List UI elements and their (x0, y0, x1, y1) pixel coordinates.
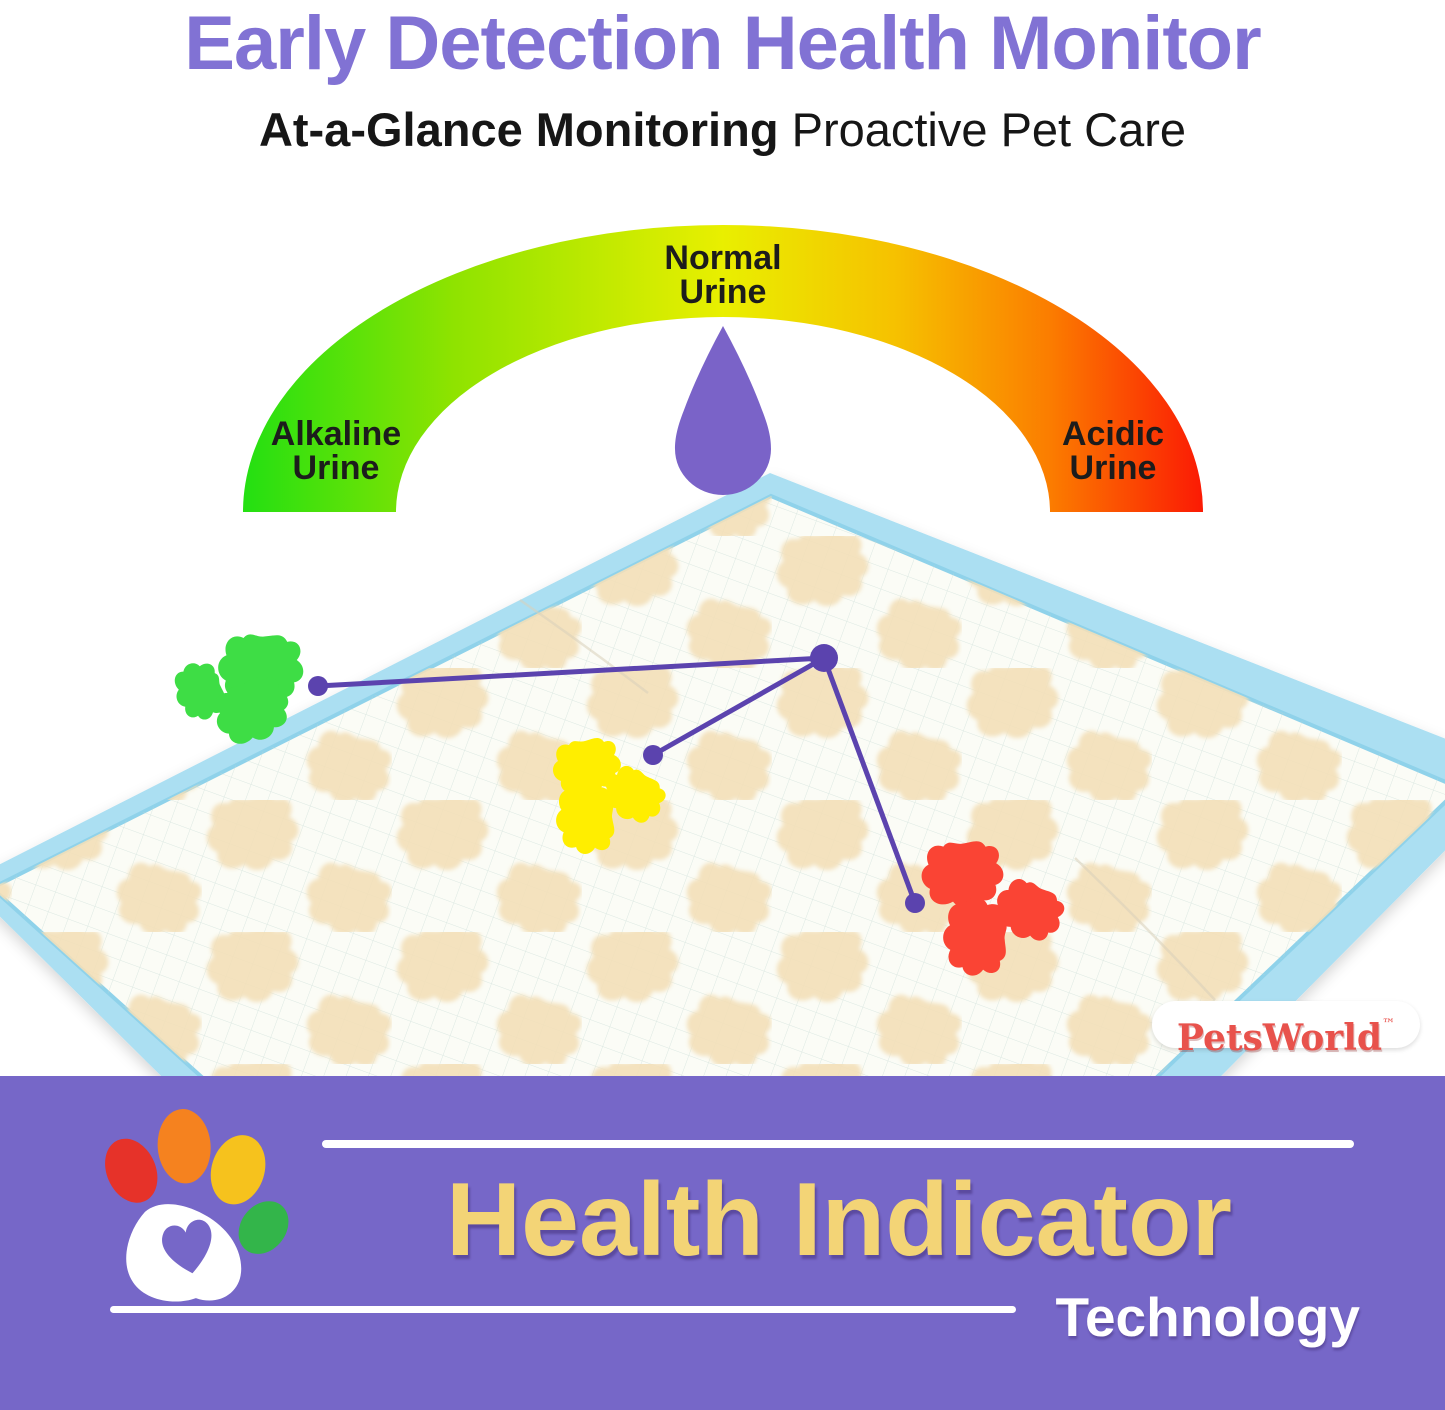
page-title: Early Detection Health Monitor (184, 1, 1261, 86)
banner: Health Indicator Technology (0, 1076, 1445, 1410)
gauge-label-normal-line2: Urine (679, 273, 767, 311)
banner-line-top (322, 1140, 1354, 1148)
paw-toe-orange (157, 1109, 211, 1184)
subtitle-rest: Proactive Pet Care (791, 103, 1187, 156)
connector-dots (308, 644, 925, 913)
gauge-label-normal-line1: Normal (664, 239, 782, 277)
gauge-label-alkaline-line1: Alkaline (270, 415, 402, 453)
brand-name: PetsWorld (1176, 1017, 1383, 1059)
paw-toe-green (238, 1201, 289, 1254)
paw-toe-yellow (210, 1135, 266, 1205)
heart-icon (162, 1219, 212, 1274)
brand-pill: PetsWorld™ (1152, 1001, 1420, 1059)
gauge-label-acidic: Acidic Urine (1003, 417, 1223, 485)
connector-lines (317, 655, 918, 904)
page-subtitle: At-a-Glance Monitoring Proactive Pet Car… (0, 102, 1445, 158)
gauge-label-alkaline: Alkaline Urine (226, 417, 446, 485)
pee-pad-illustration (0, 473, 1445, 1080)
gauge-label-acidic-line1: Acidic (1061, 415, 1165, 453)
gauge-label-normal: Normal Urine (613, 241, 833, 309)
paw-logo-icon (105, 1109, 289, 1302)
banner-subtitle: Technology (1055, 1286, 1360, 1348)
pad-creases (519, 598, 1216, 1001)
brand-trademark: ™ (1382, 1017, 1396, 1032)
subtitle-bold: At-a-Glance Monitoring (258, 103, 779, 156)
banner-line-bottom (110, 1306, 1016, 1313)
paw-toe-red (105, 1138, 158, 1203)
gauge-label-alkaline-line2: Urine (292, 449, 380, 487)
gauge-label-acidic-line2: Urine (1069, 449, 1157, 487)
banner-title: Health Indicator (446, 1162, 1232, 1278)
